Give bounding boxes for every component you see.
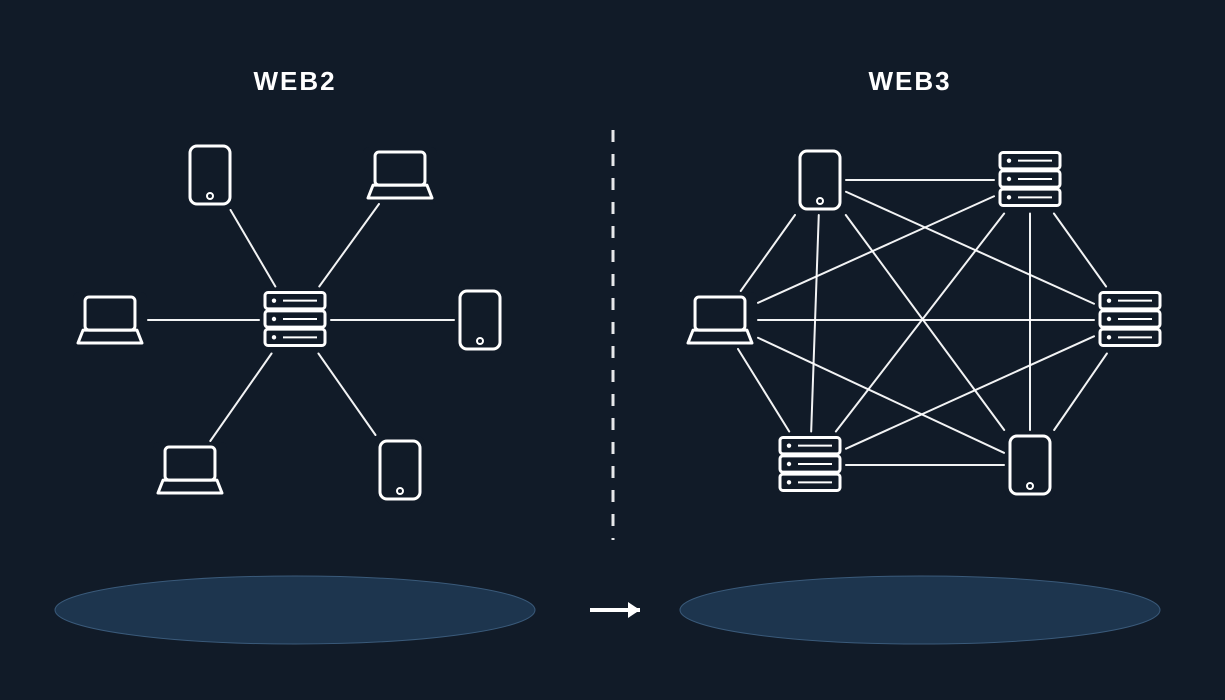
w2-top-left-phone-icon: [185, 141, 235, 209]
w3-left-laptop-icon: [683, 292, 757, 348]
w3-right-server-icon: [1096, 289, 1164, 352]
w2-center-server-icon: [261, 289, 329, 352]
w2-bottom-right-phone-icon: [375, 436, 425, 504]
section-title: WEB3: [868, 66, 951, 96]
web2-platform: [55, 576, 535, 644]
w3-bottom-left-server-icon: [776, 434, 844, 497]
w3-top-left-phone-icon: [795, 146, 845, 214]
w3-bottom-right-phone-icon: [1005, 431, 1055, 499]
w2-bottom-left-laptop-icon: [153, 442, 227, 498]
w2-left-laptop-icon: [73, 292, 147, 348]
w2-right-phone-icon: [455, 286, 505, 354]
diagram-stage: WEB2 WEB3: [0, 0, 1225, 700]
w2-top-right-laptop-icon: [363, 147, 437, 203]
w3-top-right-server-icon: [996, 149, 1064, 212]
diagram-svg: WEB2 WEB3: [0, 0, 1225, 700]
section-title: WEB2: [253, 66, 336, 96]
web3-platform: [680, 576, 1160, 644]
